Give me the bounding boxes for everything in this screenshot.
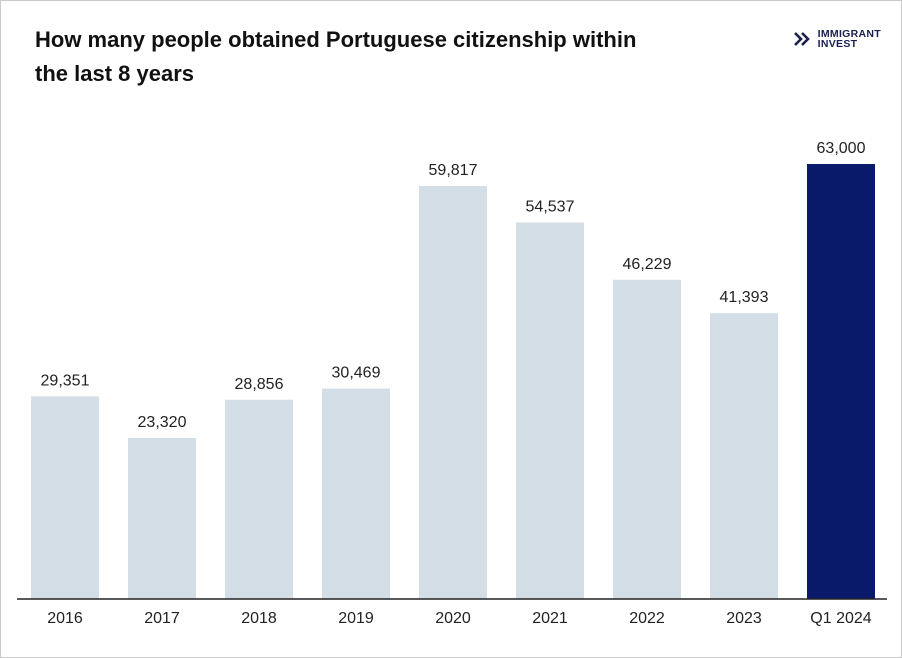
- x-tick-label: 2023: [726, 610, 762, 627]
- data-label: 28,856: [235, 376, 284, 393]
- logo-line-2: INVEST: [817, 38, 858, 50]
- data-label: 30,469: [332, 365, 381, 382]
- bar-2020: [419, 185, 487, 600]
- data-label: 59,817: [429, 162, 478, 179]
- bar-2021: [516, 222, 584, 599]
- data-label: 29,351: [41, 372, 90, 389]
- x-tick-label: Q1 2024: [810, 610, 871, 627]
- x-tick-label: 2017: [144, 610, 180, 627]
- bar-2016: [31, 396, 99, 599]
- bar-2023: [710, 313, 778, 599]
- data-label: 41,393: [720, 289, 769, 306]
- bar-2019: [322, 388, 390, 599]
- double-chevron-logo-icon: [793, 32, 810, 46]
- brand-logo: IMMIGRANT INVEST: [793, 28, 881, 50]
- x-tick-label: 2018: [241, 610, 277, 627]
- data-label: 54,537: [526, 198, 575, 215]
- bar-2017: [128, 437, 196, 599]
- data-label: 46,229: [623, 256, 672, 273]
- x-tick-label: 2019: [338, 610, 374, 627]
- chart-title: How many people obtained Portuguese citi…: [35, 27, 637, 86]
- bar-2022: [613, 279, 681, 599]
- x-tick-label: 2020: [435, 610, 471, 627]
- data-label: 23,320: [138, 414, 187, 431]
- x-tick-label: 2021: [532, 610, 568, 627]
- bar-2018: [225, 399, 293, 599]
- bar-q1-2024: [807, 164, 875, 599]
- x-tick-label: 2016: [47, 610, 83, 627]
- logo-line-1: IMMIGRANT: [817, 28, 881, 40]
- x-tick-label: 2022: [629, 610, 665, 627]
- data-label: 63,000: [817, 140, 866, 157]
